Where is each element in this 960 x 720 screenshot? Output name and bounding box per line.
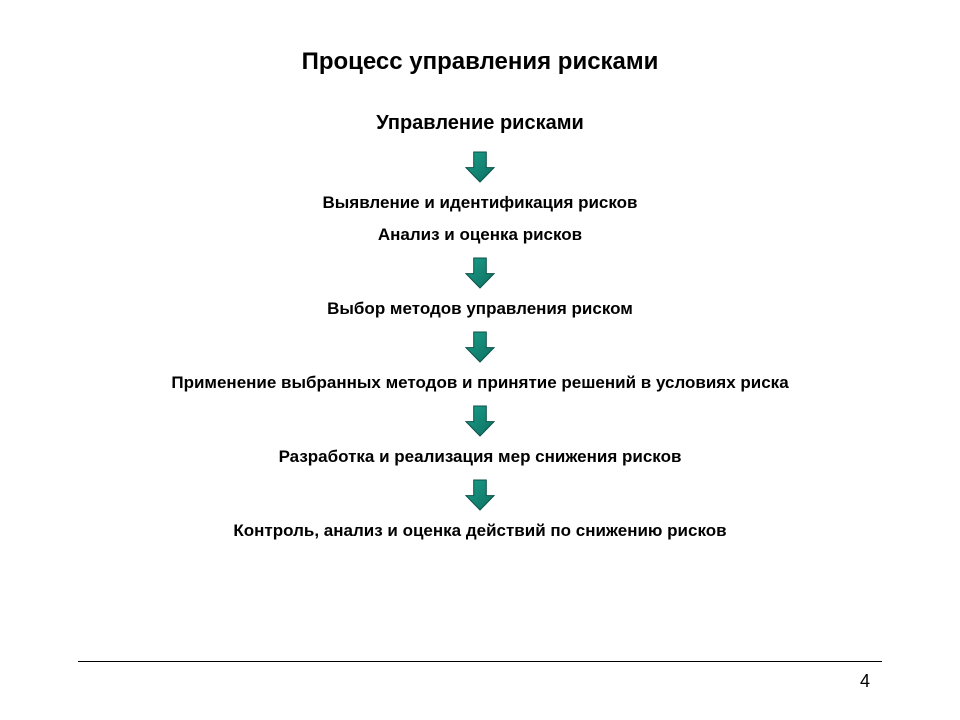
- flow-step: Анализ и оценка рисков: [378, 225, 582, 245]
- flow-step: Выявление и идентификация рисков: [322, 193, 637, 213]
- arrow-icon: [465, 405, 495, 437]
- arrow-icon: [465, 151, 495, 183]
- flowchart-container: Процесс управления рисками Управление ри…: [0, 0, 960, 720]
- flow-step: Выбор методов управления риском: [327, 299, 633, 319]
- footer-divider: [78, 661, 882, 662]
- arrow-icon: [465, 257, 495, 289]
- flow-subtitle: Управление рисками: [376, 112, 584, 135]
- flow-step: Контроль, анализ и оценка действий по сн…: [233, 521, 726, 541]
- page-number: 4: [860, 671, 870, 692]
- arrow-icon: [465, 331, 495, 363]
- page-title: Процесс управления рисками: [302, 48, 659, 76]
- flow-step: Применение выбранных методов и принятие …: [171, 373, 788, 393]
- flow-step: Разработка и реализация мер снижения рис…: [279, 447, 682, 467]
- arrow-icon: [465, 479, 495, 511]
